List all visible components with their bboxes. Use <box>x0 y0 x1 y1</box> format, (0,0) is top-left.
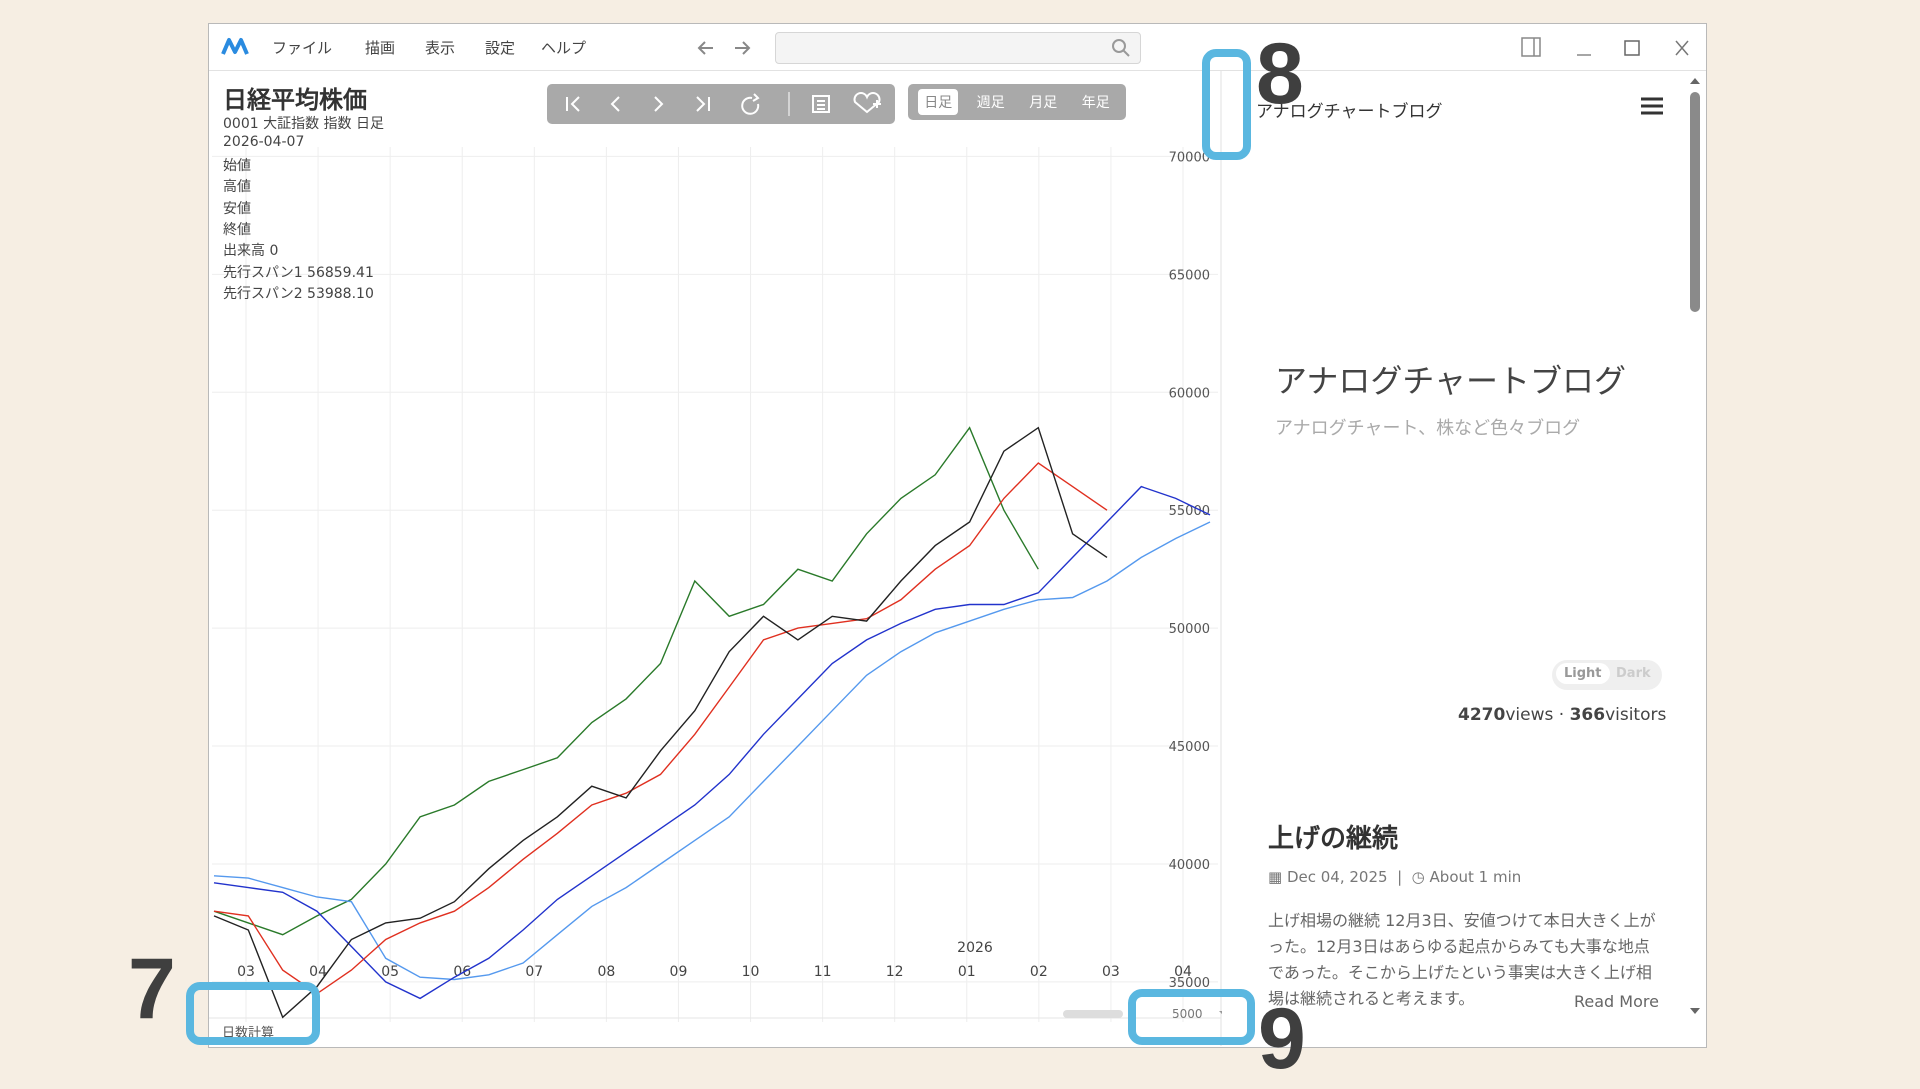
hamburger-menu[interactable] <box>1640 96 1664 116</box>
x-month-label: 02 <box>1030 964 1048 980</box>
menu-item[interactable]: 表示 <box>425 39 456 57</box>
read-more[interactable]: Read More <box>1566 992 1659 1011</box>
y-tick-label: 55000 <box>1169 504 1210 519</box>
x-month-label: 05 <box>381 964 399 980</box>
series-line <box>213 521 1211 981</box>
info-field: 先行スパン1 56859.41 <box>223 264 374 281</box>
v-scrollbar[interactable] <box>1690 92 1700 312</box>
series-line <box>213 485 1211 1000</box>
menu-item[interactable]: 描画 <box>365 39 396 57</box>
search-box[interactable] <box>775 32 1141 64</box>
annotation-box <box>1202 49 1251 160</box>
x-month-label: 01 <box>958 964 976 980</box>
x-month-label: 03 <box>237 964 255 980</box>
menu-item[interactable]: ヘルプ <box>541 39 587 57</box>
y-tick-label: 35000 <box>1169 976 1210 991</box>
views-label: views <box>1505 705 1554 725</box>
y-tick-label: 40000 <box>1169 858 1210 873</box>
read-time: About 1 min <box>1429 868 1522 886</box>
site-stats: 4270views · 366visitors <box>1458 705 1667 725</box>
series-line <box>213 426 1108 1019</box>
timeframe-button[interactable]: 日足 <box>918 89 959 115</box>
y-tick-label: 70000 <box>1169 150 1210 165</box>
window-controls[interactable] <box>1515 35 1695 61</box>
y-tick-label: 65000 <box>1169 268 1210 283</box>
post-title[interactable]: 上げの継続 <box>1268 824 1399 854</box>
post-date: Dec 04, 2025 <box>1286 868 1388 886</box>
chart-toolbar <box>547 84 895 124</box>
theme-toggle[interactable]: Light Dark <box>1552 660 1662 690</box>
menu-item[interactable]: 設定 <box>485 39 516 57</box>
y-tick-label: 50000 <box>1169 622 1210 637</box>
x-month-label: 11 <box>814 964 832 980</box>
timeframe-button[interactable]: 月足 <box>1029 95 1058 111</box>
instrument-title: 日経平均株価 <box>223 86 367 114</box>
theme-light[interactable]: Light <box>1556 663 1610 684</box>
scroll-arrows[interactable] <box>1688 74 1702 1018</box>
annotation-box <box>186 982 320 1045</box>
visitors-label: visitors <box>1605 705 1667 725</box>
date: 2026-04-07 <box>223 134 305 150</box>
timeframe-button[interactable]: 週足 <box>976 95 1005 111</box>
info-field: 高値 <box>223 179 251 196</box>
annotation-number: 8 <box>1256 26 1304 122</box>
h-scrollbar[interactable] <box>1063 1010 1123 1018</box>
x-month-label: 07 <box>525 964 543 980</box>
annotation-number: 7 <box>128 941 176 1037</box>
theme-dark[interactable]: Dark <box>1616 666 1651 681</box>
instrument-subtitle: 0001 大証指数 指数 日足 <box>223 116 384 132</box>
timeframe-selector: 日足 週足 月足 年足 <box>908 84 1126 120</box>
menu-item[interactable]: ファイル <box>272 39 333 57</box>
blog-panel <box>1222 71 1690 1046</box>
search-icon <box>1112 39 1130 57</box>
hero-title: アナログチャートブログ <box>1275 362 1627 400</box>
post-excerpt: 上げ相場の継続 12月3日、安値つけて本日大きく上がった。12月3日はあらゆる起… <box>1268 911 1656 1008</box>
x-month-label: 12 <box>886 964 904 980</box>
x-year-label: 2026 <box>957 940 993 956</box>
views-count: 4270 <box>1458 705 1506 725</box>
visitors-count: 366 <box>1569 705 1606 725</box>
timeframe-button[interactable]: 年足 <box>1081 95 1110 111</box>
series-line <box>213 462 1108 995</box>
annotation-number: 9 <box>1258 991 1306 1087</box>
y-tick-label: 45000 <box>1169 740 1210 755</box>
info-field: 先行スパン2 53988.10 <box>223 285 374 302</box>
annotation-box <box>1128 989 1255 1045</box>
info-field: 始値 <box>223 158 251 174</box>
x-month-label: 10 <box>742 964 760 980</box>
x-month-label: 04 <box>1174 964 1192 980</box>
x-month-label: 09 <box>670 964 688 980</box>
x-month-label: 04 <box>309 964 327 980</box>
y-tick-label: 60000 <box>1169 386 1210 401</box>
info-field: 終値 <box>223 221 251 238</box>
toolbar-icons[interactable] <box>547 84 895 124</box>
x-month-label: 03 <box>1102 964 1120 980</box>
info-field: 出来高 0 <box>223 243 279 260</box>
post-meta: ▦ Dec 04, 2025 | ◷ About 1 min <box>1268 868 1522 886</box>
x-month-label: 08 <box>597 964 615 980</box>
series-line <box>213 426 1039 936</box>
hero-subtitle: アナログチャート、株など色々ブログ <box>1275 418 1581 439</box>
info-field: 安値 <box>223 200 251 217</box>
app-logo <box>221 38 249 55</box>
site-name[interactable]: アナログチャートブログ <box>1256 102 1443 122</box>
nav-arrows[interactable] <box>695 36 755 60</box>
count-select[interactable]: 5000 <box>1172 1007 1203 1021</box>
